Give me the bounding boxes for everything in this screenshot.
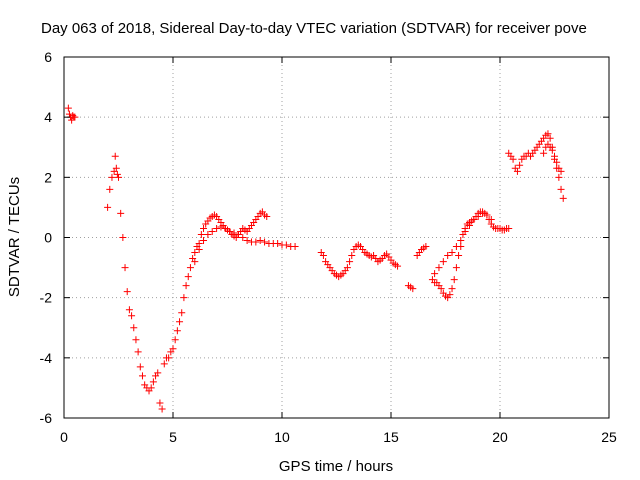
y-tick-label: 6 <box>44 49 52 65</box>
y-tick-label: 4 <box>44 109 52 125</box>
x-tick-label: 10 <box>274 429 290 445</box>
chart-title: Day 063 of 2018, Sidereal Day-to-day VTE… <box>41 20 587 37</box>
data-series <box>540 140 565 175</box>
x-tick-label: 25 <box>601 429 617 445</box>
y-tick-label: -4 <box>40 350 53 366</box>
data-series <box>428 208 513 302</box>
plus-markers <box>317 241 402 281</box>
plus-markers <box>540 140 565 175</box>
data-series <box>191 223 299 266</box>
data-series <box>404 243 430 293</box>
x-tick-label: 15 <box>383 429 399 445</box>
data-series <box>104 152 271 413</box>
tick-labels: 0 5 10 15 20 25 -6 -4 -2 0 2 4 6 <box>40 49 617 445</box>
x-axis-label: GPS time / hours <box>279 458 393 475</box>
data-series <box>64 104 79 124</box>
plus-markers <box>404 243 430 293</box>
data-series <box>317 241 402 281</box>
plus-markers <box>428 208 513 302</box>
y-tick-label: -2 <box>40 290 53 306</box>
plus-markers <box>104 152 271 413</box>
x-tick-label: 0 <box>60 429 68 445</box>
x-tick-label: 5 <box>169 429 177 445</box>
plus-markers <box>505 130 567 202</box>
y-tick-label: 2 <box>44 169 52 185</box>
grid-lines <box>64 57 609 418</box>
axis-ticks <box>63 56 610 419</box>
y-tick-label: -6 <box>40 410 53 426</box>
plus-markers <box>64 104 79 124</box>
data-series <box>505 130 567 202</box>
y-axis-label: SDTVAR / TECUs <box>6 177 23 297</box>
y-tick-label: 0 <box>44 230 52 246</box>
plus-markers <box>431 209 495 278</box>
x-tick-label: 20 <box>492 429 508 445</box>
data-series <box>431 209 495 278</box>
data-points <box>64 104 567 413</box>
plus-markers <box>191 223 299 266</box>
